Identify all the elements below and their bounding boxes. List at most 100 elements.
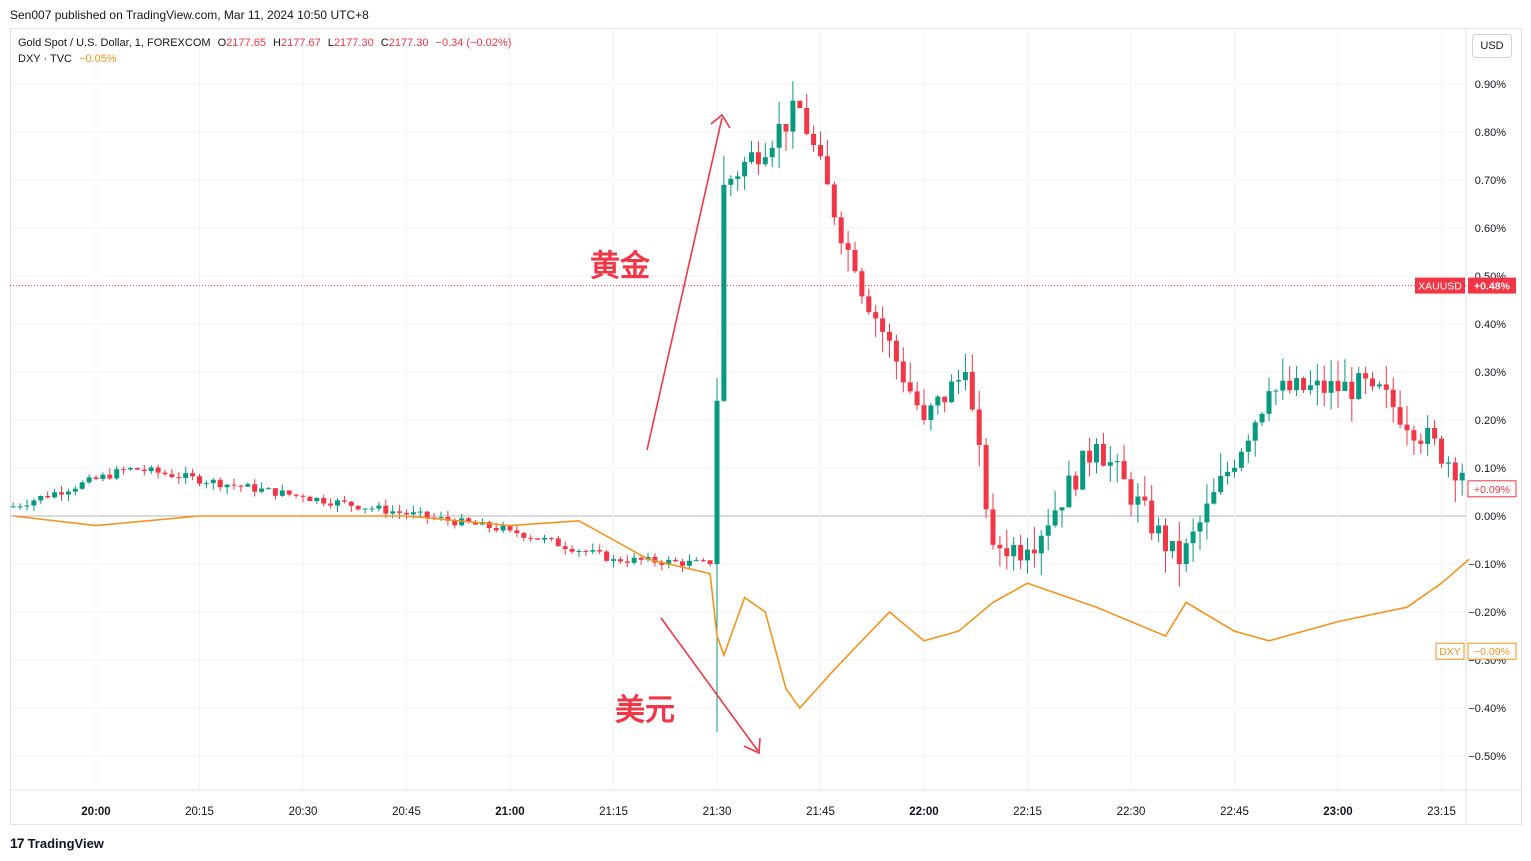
x-tick-label: 21:45	[806, 806, 835, 818]
candle-body	[576, 550, 582, 552]
candle-body	[328, 503, 334, 506]
candle-body	[341, 500, 347, 502]
candle-body	[521, 533, 527, 538]
candle-body	[893, 340, 899, 362]
candle-body	[990, 509, 996, 545]
y-tick-label: −0.50%	[1468, 751, 1506, 763]
candle-body	[590, 550, 596, 552]
candle-body	[686, 560, 692, 566]
candle-body	[597, 550, 603, 552]
x-tick-label: 22:45	[1220, 806, 1249, 818]
candle-body	[466, 518, 472, 523]
candle-body	[535, 538, 541, 540]
candle-body	[1452, 462, 1458, 481]
candle-body	[1190, 531, 1196, 544]
candle-body	[38, 496, 44, 501]
dxy-name-badge	[1435, 642, 1465, 660]
candle-body	[783, 124, 789, 132]
y-tick-label: 0.30%	[1475, 367, 1506, 379]
dollar-annotation-label: 美元	[615, 693, 675, 727]
y-tick-label: 0.00%	[1475, 511, 1506, 523]
legend-high-value: 2177.67	[280, 37, 321, 49]
y-tick-label: 0.70%	[1475, 175, 1506, 187]
candle-body	[942, 396, 948, 403]
tradingview-logo[interactable]: 17 TradingView	[10, 835, 104, 851]
candle-body	[224, 484, 230, 488]
candle-body	[652, 556, 658, 563]
y-tick-label: 0.10%	[1475, 463, 1506, 475]
candle-body	[286, 490, 292, 495]
legend-gold-row[interactable]: Gold Spot / U.S. Dollar, 1, FOREXCOM O21…	[18, 35, 511, 51]
candle-body	[673, 559, 679, 562]
candle-body	[1232, 467, 1237, 472]
candle-body	[797, 100, 803, 108]
candle-body	[949, 381, 955, 403]
candle-body	[1204, 503, 1210, 523]
legend-high-label: H	[273, 37, 281, 49]
candle-body	[1128, 479, 1134, 505]
candle-body	[1004, 548, 1010, 557]
candle-body	[1011, 545, 1017, 557]
legend-close-value: 2177.30	[388, 37, 429, 49]
candle-body	[1356, 373, 1362, 399]
x-tick-label: 20:00	[81, 806, 110, 818]
candle-body	[355, 505, 361, 510]
candle-body	[1218, 475, 1224, 493]
candle-body	[818, 145, 823, 157]
candle-body	[714, 400, 720, 564]
candle-body	[1163, 525, 1168, 552]
candle-body	[604, 551, 610, 561]
candle-body	[1052, 510, 1058, 526]
candle-body	[728, 178, 734, 185]
candle-body	[335, 500, 340, 506]
candle-body	[1031, 549, 1037, 554]
candle-body	[514, 530, 520, 534]
candle-body	[976, 409, 982, 445]
candle-body	[562, 546, 568, 549]
candle-body	[1094, 444, 1099, 463]
x-tick-label: 23:00	[1323, 806, 1352, 818]
candle-body	[1259, 413, 1265, 423]
candle-body	[1342, 381, 1348, 391]
candle-body	[321, 497, 327, 504]
y-tick-label: 0.90%	[1475, 79, 1506, 91]
x-tick-label: 20:15	[185, 806, 214, 818]
candle-body	[1066, 475, 1072, 508]
candle-body	[410, 512, 416, 515]
legend-gold-symbol: Gold Spot / U.S. Dollar, 1, FOREXCOM	[18, 37, 211, 49]
x-tick-label: 22:00	[909, 806, 938, 818]
candle-body	[114, 469, 120, 479]
candle-body	[238, 485, 244, 487]
x-tick-label: 20:30	[289, 806, 318, 818]
candle-body	[24, 505, 30, 507]
xauusd-value-badge	[1468, 277, 1516, 294]
dxy-value-badge	[1467, 642, 1517, 660]
candle-body	[866, 296, 872, 313]
legend-dxy-row[interactable]: DXY · TVC −0.05%	[18, 51, 511, 67]
xauusd-name-badge-text: XAUUSD	[1418, 281, 1462, 293]
candle-body	[1432, 428, 1438, 439]
dollar-down-arrow	[660, 617, 759, 752]
candle-body	[542, 537, 547, 540]
candle-body	[956, 380, 961, 382]
candle-body	[473, 522, 478, 525]
candle-body	[1176, 541, 1182, 564]
legend-low-label: L	[327, 37, 334, 49]
candle-body	[1169, 541, 1175, 552]
candle-body	[1390, 389, 1396, 408]
candle-body	[617, 559, 623, 562]
candle-body	[362, 508, 368, 510]
candle-body	[293, 494, 299, 496]
candle-body	[203, 483, 209, 485]
candle-body	[997, 544, 1003, 549]
candle-body	[245, 484, 251, 487]
candle-body	[1411, 430, 1417, 441]
currency-button[interactable]: USD	[1472, 34, 1512, 58]
y-tick-label: 0.40%	[1475, 319, 1506, 331]
candle-body	[659, 562, 665, 565]
candle-body	[183, 473, 189, 479]
candle-body	[72, 488, 78, 492]
candle-body	[1156, 525, 1162, 534]
candle-body	[1183, 543, 1189, 564]
